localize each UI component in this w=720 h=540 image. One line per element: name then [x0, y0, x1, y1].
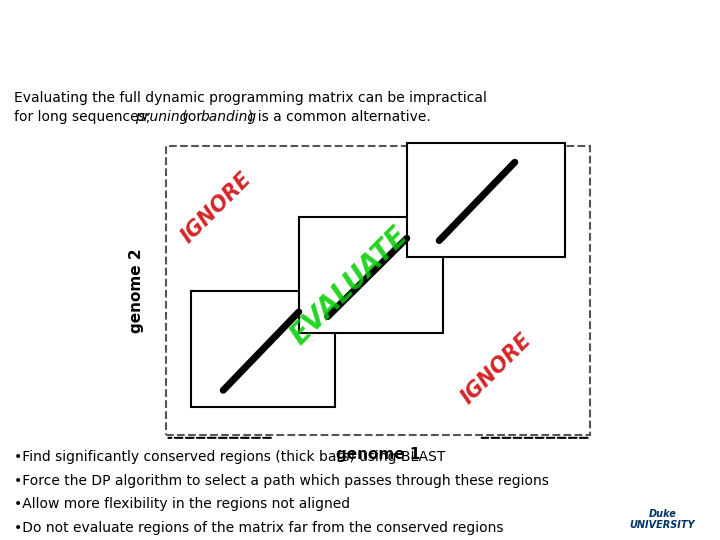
Text: IGNORE: IGNORE	[458, 330, 536, 408]
Text: genome 2: genome 2	[130, 248, 144, 333]
Text: banding: banding	[200, 110, 256, 124]
Bar	[191, 291, 335, 407]
Text: IGNORE: IGNORE	[177, 168, 255, 246]
Text: •Do not evaluate regions of the matrix far from the conserved regions: •Do not evaluate regions of the matrix f…	[14, 521, 504, 535]
Text: EVALUATE: EVALUATE	[285, 221, 413, 350]
Text: •Find significantly conserved regions (thick bars) using BLAST: •Find significantly conserved regions (t…	[14, 450, 446, 464]
Text: for long sequences;: for long sequences;	[14, 110, 155, 124]
Text: •Force the DP algorithm to select a path which passes through these regions: •Force the DP algorithm to select a path…	[14, 474, 549, 488]
Bar	[407, 143, 565, 257]
FancyBboxPatch shape	[166, 146, 590, 435]
Text: (or: (or	[178, 110, 207, 124]
Bar	[299, 217, 443, 333]
Text: Evaluating the full dynamic programming matrix can be impractical: Evaluating the full dynamic programming …	[14, 91, 487, 105]
Text: Pruning the Search Space for PHMM's: Pruning the Search Space for PHMM's	[35, 18, 685, 47]
Text: Duke
UNIVERSITY: Duke UNIVERSITY	[630, 509, 695, 530]
Text: pruning: pruning	[135, 110, 188, 124]
Text: ) is a common alternative.: ) is a common alternative.	[248, 110, 431, 124]
Text: •Allow more flexibility in the regions not aligned: •Allow more flexibility in the regions n…	[14, 497, 351, 511]
Text: genome 1: genome 1	[336, 447, 420, 462]
